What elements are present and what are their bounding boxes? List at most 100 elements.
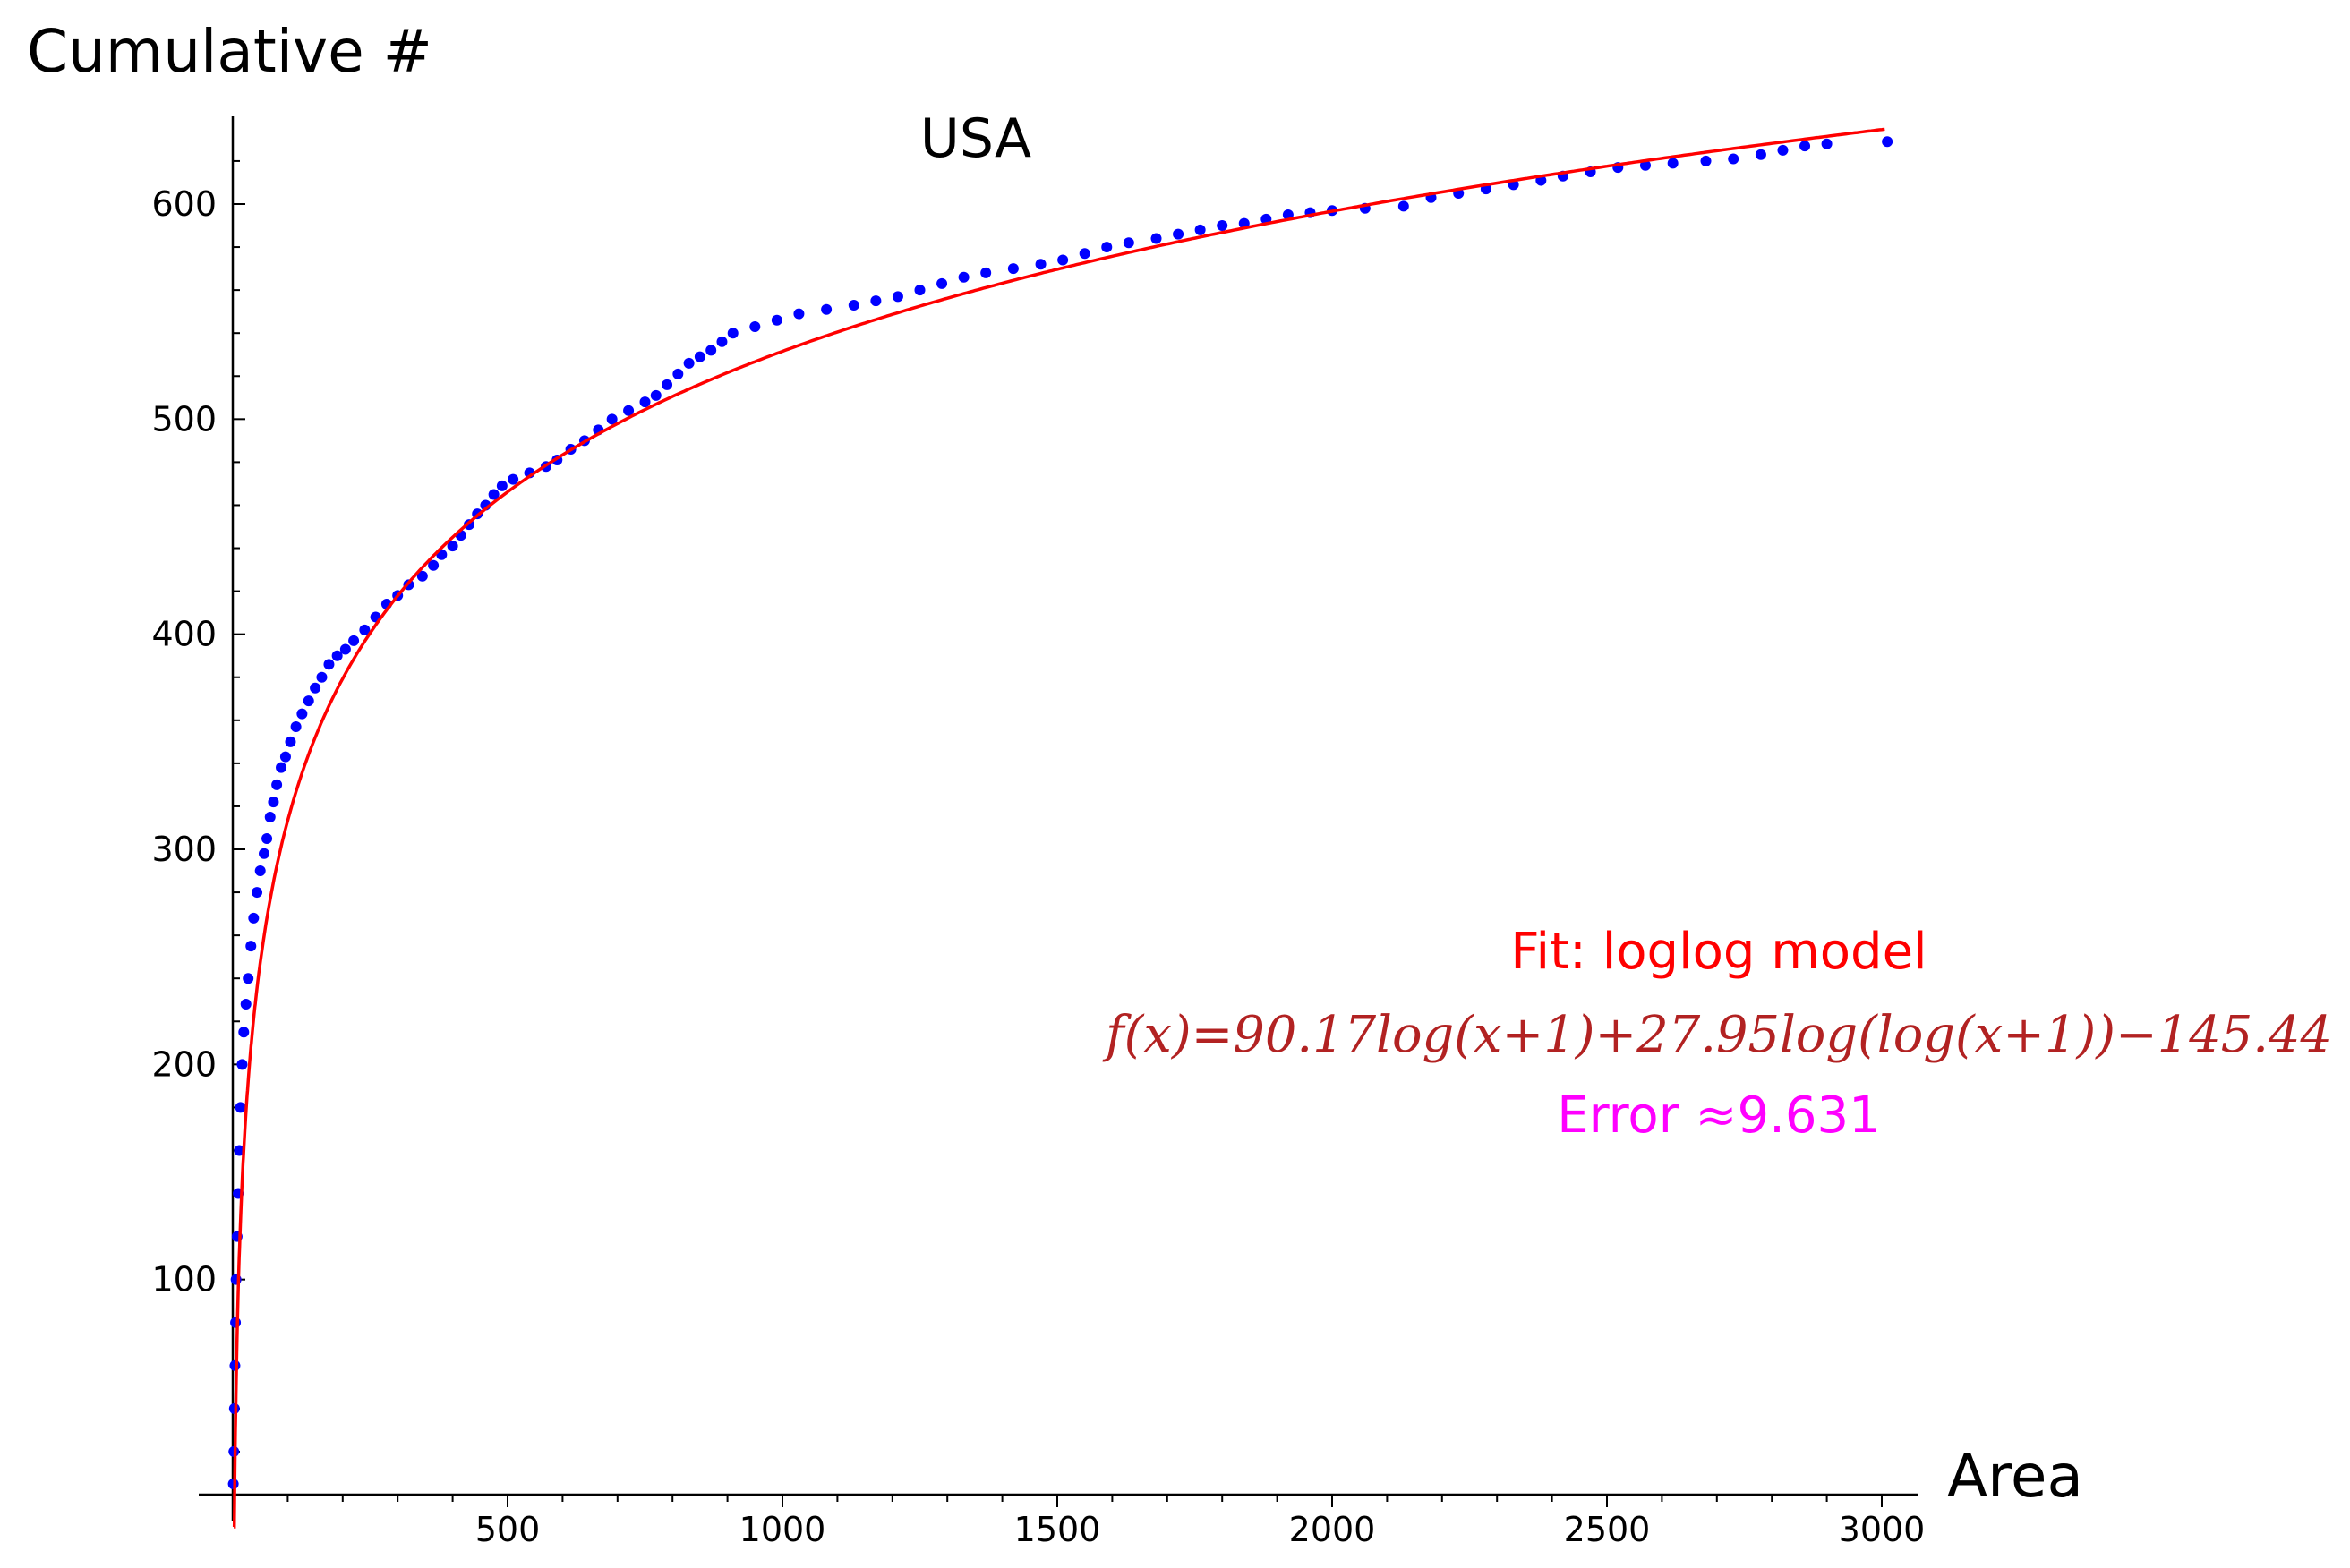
fit-formula: f(x)=90.17log(x+1)+27.95log(log(x+1))−14… — [1102, 1006, 2332, 1064]
data-point — [236, 1059, 248, 1070]
data-point — [252, 887, 263, 899]
data-point — [303, 695, 314, 707]
data-point — [316, 671, 328, 683]
data-point — [310, 682, 321, 694]
data-point — [238, 1027, 250, 1038]
data-point — [1079, 248, 1090, 260]
data-point — [285, 736, 296, 747]
data-point — [1639, 159, 1651, 171]
data-point — [694, 351, 705, 362]
data-point — [261, 832, 273, 844]
data-point — [279, 751, 291, 763]
data-point — [914, 285, 926, 296]
data-point — [821, 303, 833, 315]
x-tick-label: 2500 — [1564, 1510, 1651, 1549]
data-point — [240, 999, 252, 1010]
data-point — [705, 345, 717, 356]
data-point — [416, 570, 428, 582]
data-point — [727, 328, 739, 339]
data-point — [268, 797, 279, 808]
data-point — [1173, 228, 1184, 240]
data-point — [271, 779, 283, 790]
data-point — [339, 643, 351, 655]
data-point — [980, 267, 992, 278]
data-point — [870, 295, 882, 307]
y-tick-label: 100 — [151, 1260, 217, 1300]
x-tick-label: 2000 — [1289, 1510, 1376, 1549]
data-point — [892, 291, 903, 303]
y-tick-label: 600 — [151, 184, 217, 224]
data-point — [276, 762, 287, 773]
data-point — [254, 865, 266, 877]
data-point — [1755, 149, 1766, 160]
data-point — [496, 480, 508, 491]
data-point — [447, 541, 458, 552]
fit-label: Fit: loglog model — [1510, 923, 1927, 981]
data-point — [771, 314, 782, 326]
data-point — [1123, 237, 1134, 249]
plot-title: USA — [920, 107, 1031, 170]
data-points — [227, 136, 1893, 1489]
data-point — [1057, 254, 1069, 266]
y-tick-label: 400 — [151, 615, 217, 654]
data-point — [230, 1317, 242, 1328]
data-point — [1667, 158, 1679, 169]
tick-marks — [233, 159, 1883, 1507]
data-point — [1882, 136, 1893, 148]
x-tick-label: 500 — [475, 1510, 541, 1549]
data-point — [323, 659, 335, 670]
data-point — [1217, 220, 1228, 232]
error-label: Error ≈9.631 — [1557, 1087, 1881, 1145]
x-tick-label: 1500 — [1014, 1510, 1101, 1549]
data-point — [650, 389, 662, 401]
data-point — [1821, 138, 1833, 149]
data-point — [1101, 242, 1113, 253]
data-point — [1035, 259, 1047, 270]
data-point — [683, 357, 695, 369]
fit-curve — [232, 127, 1885, 1529]
axes — [199, 116, 1918, 1521]
data-point — [1397, 200, 1409, 212]
y-tick-label: 500 — [151, 399, 217, 439]
data-point — [1728, 153, 1739, 165]
y-tick-label: 200 — [151, 1044, 217, 1084]
data-point — [623, 405, 635, 416]
data-point — [243, 973, 254, 984]
data-point — [1799, 141, 1811, 152]
data-point — [245, 941, 257, 952]
data-point — [234, 1145, 245, 1156]
data-point — [716, 336, 728, 347]
data-point — [248, 912, 260, 924]
x-tick-label: 1000 — [739, 1510, 826, 1549]
data-point — [428, 559, 440, 571]
data-point — [1194, 224, 1206, 235]
data-point — [1150, 233, 1162, 244]
data-point — [508, 473, 519, 485]
data-point — [258, 848, 269, 859]
y-tick-label: 300 — [151, 830, 217, 869]
data-point — [606, 413, 618, 425]
data-point — [488, 489, 500, 500]
data-point — [1777, 144, 1789, 156]
data-point — [235, 1102, 246, 1113]
data-point — [793, 308, 805, 320]
data-point — [662, 379, 673, 390]
data-point — [958, 271, 970, 283]
y-axis-title: Cumulative # — [27, 17, 432, 86]
data-point — [264, 811, 276, 822]
data-point — [639, 396, 651, 408]
data-point — [359, 624, 371, 635]
data-point — [672, 368, 684, 379]
data-point — [331, 650, 343, 661]
data-point — [348, 635, 360, 646]
data-point — [848, 299, 859, 311]
x-axis-title: Area — [1947, 1442, 2083, 1511]
tick-labels: 500 1000 1500 2000 2500 3000 100 200 300 400 500 60… — [151, 184, 1925, 1549]
data-point — [749, 320, 761, 332]
data-point — [936, 277, 948, 289]
data-point — [1700, 155, 1712, 166]
data-point — [290, 721, 302, 733]
x-tick-label: 3000 — [1839, 1510, 1926, 1549]
data-point — [1007, 263, 1019, 275]
